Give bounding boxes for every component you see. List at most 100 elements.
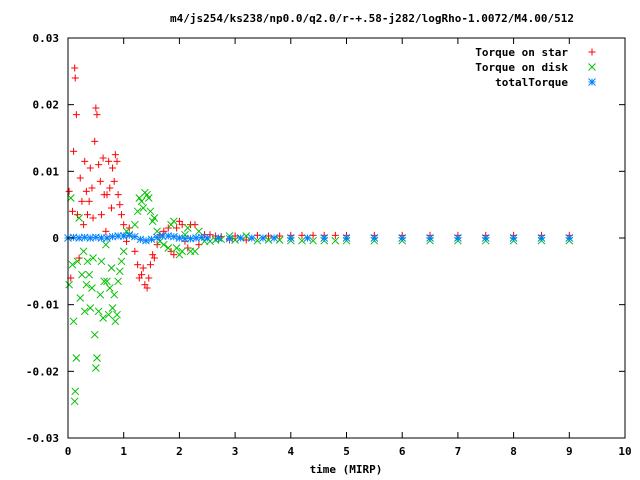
- x-tick-label: 5: [343, 445, 350, 458]
- data-point: [286, 234, 295, 242]
- y-tick-label: 0.02: [33, 99, 60, 112]
- data-point: [139, 204, 148, 212]
- data-point: [303, 234, 312, 242]
- data-point: [104, 310, 113, 319]
- data-point: [78, 197, 86, 205]
- data-point: [86, 164, 94, 172]
- x-tick-label: 2: [176, 445, 183, 458]
- data-point: [139, 264, 147, 272]
- data-point: [105, 284, 114, 292]
- data-point: [81, 157, 89, 165]
- data-point: [96, 290, 105, 299]
- x-tick-label: 10: [618, 445, 631, 458]
- data-point: [108, 304, 117, 312]
- data-point: [120, 221, 128, 229]
- data-point: [110, 177, 118, 185]
- data-point: [93, 111, 101, 119]
- data-point: [113, 310, 121, 319]
- x-tick-label: 9: [566, 445, 573, 458]
- y-tick-label: 0: [52, 232, 59, 245]
- data-point: [270, 234, 278, 242]
- data-point: [146, 207, 155, 216]
- y-tick-label: -0.01: [26, 299, 59, 312]
- data-point: [91, 364, 100, 372]
- data-point: [331, 236, 340, 245]
- data-point: [183, 224, 192, 232]
- data-point: [100, 277, 109, 286]
- data-point: [82, 187, 90, 195]
- data-point: [169, 217, 178, 226]
- data-point: [150, 254, 158, 262]
- data-point: [91, 137, 99, 145]
- data-point: [111, 151, 119, 159]
- data-point: [114, 232, 122, 240]
- data-point: [83, 211, 91, 219]
- data-point: [72, 111, 80, 119]
- data-point: [191, 221, 199, 229]
- data-point: [153, 227, 161, 236]
- data-point: [107, 264, 116, 272]
- data-point: [71, 74, 79, 82]
- data-point: [111, 317, 120, 326]
- data-point: [537, 234, 546, 242]
- data-point: [83, 257, 92, 266]
- data-point: [320, 234, 329, 242]
- data-point: [109, 164, 117, 172]
- data-point: [86, 304, 95, 312]
- data-point: [76, 294, 85, 302]
- data-point: [133, 207, 142, 216]
- data-layer: [64, 64, 574, 406]
- x-tick-label: 3: [232, 445, 239, 458]
- data-point: [85, 270, 94, 279]
- y-tick-label: -0.03: [26, 432, 59, 445]
- data-point: [143, 284, 151, 292]
- data-point: [90, 330, 99, 339]
- data-point: [170, 251, 178, 259]
- x-tick-label: 8: [510, 445, 517, 458]
- data-point: [65, 187, 73, 195]
- x-tick-label: 1: [120, 445, 127, 458]
- data-point: [102, 227, 110, 235]
- data-point: [195, 227, 203, 236]
- data-point: [113, 157, 121, 165]
- data-point: [99, 314, 107, 322]
- legend-label: Torque on disk: [475, 61, 568, 74]
- data-point: [242, 236, 250, 244]
- data-point: [146, 261, 154, 269]
- legend-label: totalTorque: [495, 76, 568, 89]
- data-point: [103, 191, 111, 199]
- data-point: [225, 234, 234, 243]
- data-point: [76, 174, 84, 182]
- data-point: [265, 232, 273, 240]
- data-point: [178, 247, 187, 256]
- data-point: [130, 220, 139, 229]
- data-point: [68, 207, 76, 215]
- data-point: [149, 251, 157, 259]
- data-point: [191, 247, 199, 256]
- data-point: [72, 354, 81, 362]
- data-point: [88, 184, 96, 192]
- data-point: [93, 354, 101, 362]
- data-point: [80, 307, 89, 316]
- data-point: [80, 221, 88, 229]
- data-point: [69, 317, 78, 326]
- data-point: [94, 307, 103, 316]
- y-tick-label: 0.03: [33, 32, 60, 45]
- data-point: [73, 257, 82, 266]
- data-point: [95, 161, 103, 169]
- legend-label: Torque on star: [475, 46, 568, 59]
- data-point: [70, 397, 79, 406]
- data-point: [79, 247, 88, 256]
- data-point: [138, 271, 146, 279]
- data-point: [107, 204, 115, 212]
- legend-marker: [588, 63, 596, 71]
- data-point: [259, 234, 267, 242]
- series-star: [64, 231, 574, 245]
- x-tick-label: 6: [399, 445, 406, 458]
- legend: Torque on star Torque on disk totalTorque: [475, 46, 596, 89]
- data-point: [78, 270, 86, 279]
- x-axis-label: time (MIRP): [310, 463, 383, 476]
- data-point: [88, 284, 96, 292]
- data-point: [82, 280, 91, 289]
- legend-marker: [588, 48, 596, 56]
